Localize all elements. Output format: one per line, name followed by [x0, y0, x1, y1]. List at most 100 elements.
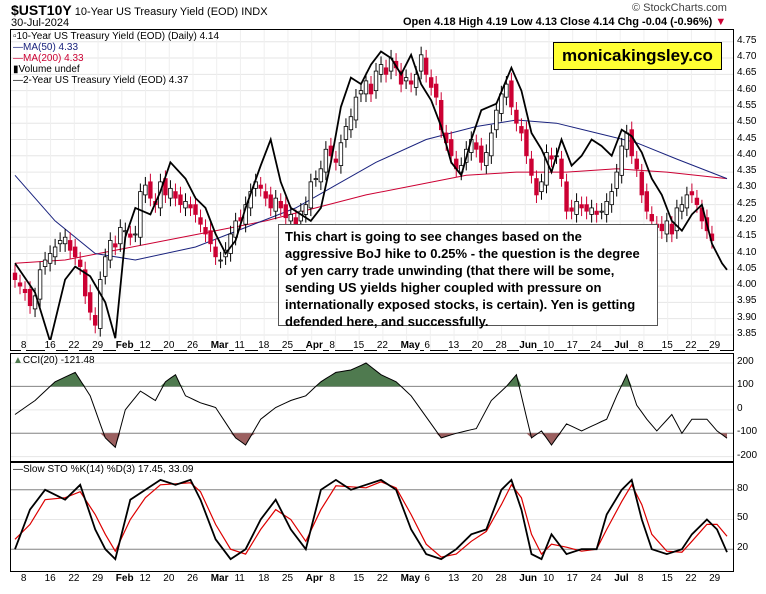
x-tick-label: Feb — [115, 340, 134, 351]
x-tick-label: Jul — [614, 340, 629, 351]
y-tick-label: 80 — [737, 482, 749, 494]
candle-body — [418, 54, 424, 72]
x-tick-label: 15 — [661, 340, 673, 351]
chart-date: 30-Jul-2024 — [11, 17, 70, 29]
x-tick-label: 6 — [424, 340, 430, 351]
x-tick-label: 10 — [543, 340, 555, 351]
y-tick-label: 50 — [737, 512, 749, 524]
cci-legend-icon: ▲ — [13, 355, 23, 366]
candle-body — [303, 204, 309, 215]
ma50-legend-icon: — — [13, 42, 23, 53]
candle-body — [368, 83, 374, 95]
y-tick-label: 4.00 — [737, 279, 757, 291]
x-tick-label: 16 — [44, 573, 56, 584]
price-chart — [11, 30, 733, 350]
x-tick-label: 15 — [353, 573, 365, 584]
x-tick-label: 15 — [353, 340, 365, 351]
x-tick-label: Jun — [519, 340, 538, 351]
candle-body — [228, 233, 233, 254]
watermark: © StockCharts.com — [632, 2, 727, 14]
candle-body — [619, 145, 624, 176]
candle-body — [143, 184, 148, 196]
candle-body — [449, 139, 454, 157]
line-legend-icon: — — [13, 75, 23, 86]
candle-body — [233, 220, 238, 238]
price-panel — [10, 29, 734, 351]
candle-body — [423, 57, 429, 75]
stoch-k-line — [14, 478, 728, 561]
candle-body — [413, 73, 419, 88]
y-tick-label: -200 — [737, 449, 758, 461]
x-tick-label: May — [400, 340, 421, 351]
x-tick-label: 24 — [590, 573, 602, 584]
candle-body — [313, 178, 319, 180]
y-tick-label: 4.65 — [737, 67, 757, 79]
candle-body — [138, 191, 143, 238]
candle-body — [203, 227, 208, 235]
candle-body — [278, 201, 283, 209]
x-tick-label: Apr — [305, 573, 323, 584]
x-tick-label: 20 — [163, 340, 175, 351]
stoch-legend-icon: — — [13, 464, 23, 475]
legend-2y: —2-Year US Treasury Yield (EOD) 4.37 — [13, 75, 189, 86]
cci-chart — [11, 362, 733, 458]
candle-body — [489, 132, 494, 157]
ma200-line — [14, 168, 728, 264]
x-tick-label: 12 — [139, 573, 151, 584]
legend-price: ▫10-Year US Treasury Yield (EOD) (Daily)… — [13, 31, 220, 42]
x-tick-label: 18 — [258, 573, 270, 584]
candle-body — [258, 184, 263, 189]
y-tick-label: 4.15 — [737, 230, 757, 242]
legend-main: ▫10-Year US Treasury Yield (EOD) (Daily)… — [13, 31, 219, 86]
y-tick-label: 200 — [737, 356, 754, 368]
candle-body — [77, 259, 83, 267]
annotation-box: This chart is going to see changes based… — [278, 224, 658, 329]
y-tick-label: 3.90 — [737, 311, 757, 323]
candle-body — [108, 240, 113, 261]
candle-body — [198, 217, 203, 225]
chart-header-title: $UST10Y 10-Year US Treasury Yield (EOD) … — [11, 2, 268, 18]
y-tick-label: 20 — [737, 542, 749, 554]
down-arrow-icon: ▼ — [715, 16, 727, 28]
candle-body — [624, 132, 629, 150]
candle-body — [42, 259, 48, 267]
y-tick-label: 4.70 — [737, 51, 757, 63]
x-tick-label: 20 — [471, 340, 483, 351]
y-tick-label: -100 — [737, 426, 758, 438]
x-tick-label: 11 — [234, 573, 245, 584]
y-tick-label: 4.60 — [737, 83, 757, 95]
candle-body — [183, 201, 188, 209]
x-tick-label: 29 — [92, 340, 104, 351]
candle-body — [604, 201, 609, 215]
stoch-legend: —Slow STO %K(14) %D(3) 17.45, 33.09 — [13, 464, 194, 475]
candle-body — [634, 158, 639, 170]
candle-body — [263, 191, 268, 199]
candle-body — [529, 158, 534, 176]
x-tick-label: 22 — [685, 340, 697, 351]
candle-body — [373, 70, 379, 92]
legend-ma200: —MA(200) 4.33 — [13, 53, 84, 64]
candle-body — [639, 171, 644, 196]
candle-body — [403, 77, 409, 82]
candle-body — [504, 83, 509, 98]
candle-body — [82, 269, 88, 297]
y-tick-label: 4.30 — [737, 181, 757, 193]
candle-body — [193, 204, 198, 215]
candle-body — [98, 279, 103, 329]
y-tick-label: 3.95 — [737, 295, 757, 307]
cci-legend: ▲CCI(20) -121.48 — [13, 355, 95, 366]
y-tick-label: 0 — [737, 402, 743, 414]
candle-body — [514, 109, 519, 124]
x-tick-label: 22 — [376, 573, 388, 584]
candle-body — [539, 181, 544, 193]
candle-body — [62, 236, 68, 245]
ma50-line — [14, 119, 728, 261]
two-year-yield-line — [14, 50, 728, 345]
candle-body — [338, 142, 344, 166]
candle-body — [218, 259, 223, 262]
candle-body — [67, 240, 73, 251]
y-tick-label: 4.05 — [737, 262, 757, 274]
candle-body — [208, 230, 213, 245]
candle-body — [629, 129, 634, 157]
candle-body — [674, 207, 680, 232]
